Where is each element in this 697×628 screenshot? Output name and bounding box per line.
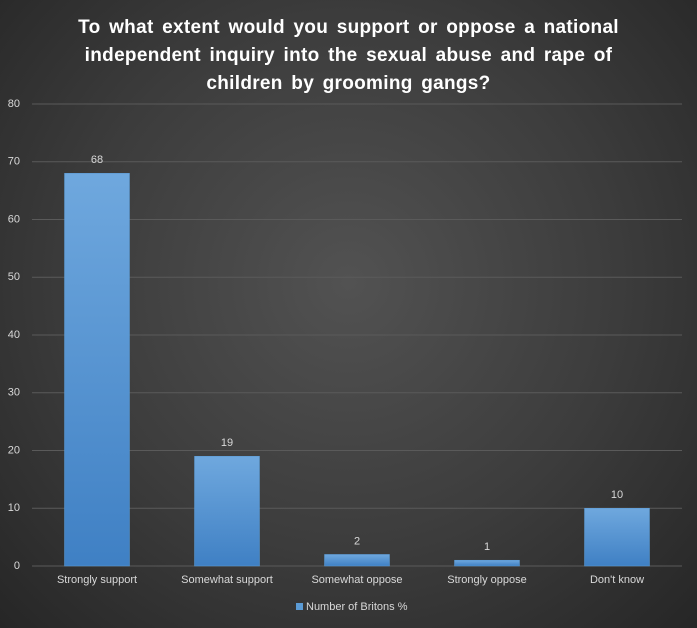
data-label: 19 (221, 437, 233, 449)
x-tick-label: Somewhat oppose (311, 574, 402, 586)
y-tick-label: 30 (8, 387, 20, 399)
y-tick-label: 10 (8, 502, 20, 514)
legend-label: Number of Britons % (306, 601, 408, 613)
legend-swatch (296, 603, 303, 610)
y-tick-label: 20 (8, 444, 20, 456)
x-tick-label: Strongly support (57, 574, 137, 586)
bar (454, 559, 520, 567)
data-label: 1 (484, 541, 490, 553)
y-tick-label: 80 (8, 98, 20, 110)
y-tick-label: 40 (8, 329, 20, 341)
bar (324, 554, 390, 567)
x-tick-label: Don't know (590, 574, 644, 586)
y-tick-label: 50 (8, 271, 20, 283)
chart-title: To what extent would you support or oppo… (78, 17, 619, 94)
y-tick-label: 0 (14, 560, 20, 572)
y-tick-label: 60 (8, 213, 20, 225)
x-tick-label: Somewhat support (181, 574, 273, 586)
bar (64, 173, 130, 567)
bar (194, 456, 260, 567)
data-label: 2 (354, 535, 360, 547)
x-tick-label: Strongly oppose (447, 574, 527, 586)
bar (584, 508, 650, 567)
data-label: 10 (611, 489, 623, 501)
y-tick-label: 70 (8, 156, 20, 168)
data-label: 68 (91, 154, 103, 166)
